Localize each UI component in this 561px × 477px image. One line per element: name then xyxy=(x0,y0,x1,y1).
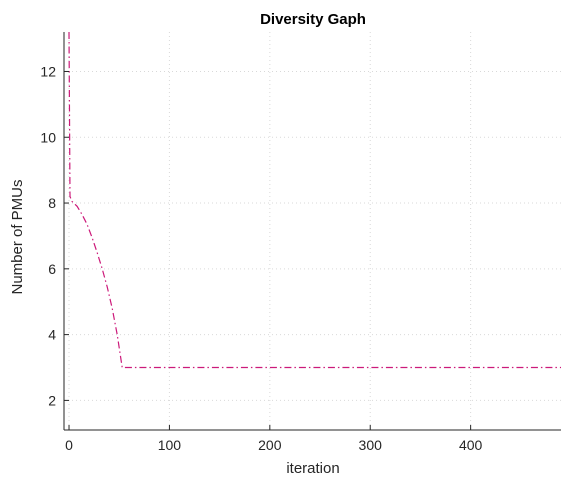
x-tick-label: 0 xyxy=(65,437,73,453)
y-tick-label: 2 xyxy=(48,392,56,408)
x-tick-label: 400 xyxy=(459,437,483,453)
x-tick-label: 100 xyxy=(158,437,182,453)
x-axis-label: iteration xyxy=(286,460,339,477)
y-tick-label: 10 xyxy=(40,129,56,145)
y-tick-label: 12 xyxy=(40,63,56,79)
y-tick-label: 6 xyxy=(48,261,56,277)
y-tick-label: 8 xyxy=(48,195,56,211)
y-tick-label: 4 xyxy=(48,327,56,343)
x-tick-label: 300 xyxy=(359,437,383,453)
x-tick-label: 200 xyxy=(258,437,282,453)
chart-title: Diversity Gaph xyxy=(260,11,366,28)
y-axis-label: Number of PMUs xyxy=(9,179,26,294)
